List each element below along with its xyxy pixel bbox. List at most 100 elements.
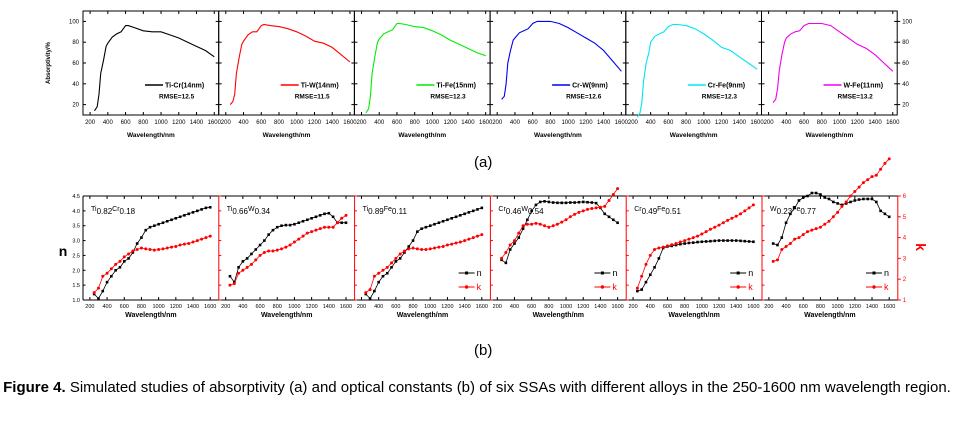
k-point bbox=[204, 236, 208, 240]
x-tick-label: 200 bbox=[628, 120, 639, 126]
n-point bbox=[806, 194, 809, 198]
k-point bbox=[831, 215, 835, 219]
k-point bbox=[870, 175, 874, 179]
k-point bbox=[340, 216, 344, 220]
panel-title-part: 0.11 bbox=[392, 207, 408, 216]
x-tick-label: 1000 bbox=[560, 304, 572, 310]
k-point bbox=[849, 194, 853, 198]
panel-title-part: 0.51 bbox=[665, 207, 681, 216]
n-point bbox=[157, 222, 160, 226]
n-point bbox=[862, 197, 865, 201]
n-point bbox=[344, 221, 348, 225]
n-point bbox=[819, 193, 822, 196]
x-tick-label: 1000 bbox=[561, 120, 575, 126]
k-point bbox=[840, 204, 844, 208]
n-point bbox=[607, 215, 611, 219]
k-point bbox=[411, 246, 415, 250]
k-point bbox=[644, 262, 648, 266]
x-axis-label: Wavelength/nm bbox=[534, 132, 582, 139]
x-tick-label: 1200 bbox=[577, 304, 589, 310]
n-point bbox=[679, 242, 682, 246]
x-tick-label: 600 bbox=[663, 304, 672, 310]
k-point bbox=[249, 262, 253, 266]
k-point bbox=[368, 288, 372, 292]
x-tick-label: 600 bbox=[255, 304, 264, 310]
k-point bbox=[568, 215, 572, 219]
n-point bbox=[776, 243, 779, 247]
n-point bbox=[704, 240, 708, 243]
k-point bbox=[844, 200, 848, 204]
k-point bbox=[471, 236, 475, 240]
x-tick-label: 1600 bbox=[476, 304, 488, 310]
y-tick-label: 20 bbox=[72, 103, 79, 109]
x-tick-label: 1400 bbox=[190, 120, 204, 126]
x-tick-label: 800 bbox=[408, 304, 417, 310]
x-tick-label: 1000 bbox=[290, 120, 304, 126]
x-tick-label: 200 bbox=[764, 120, 775, 126]
k-point bbox=[428, 247, 432, 251]
n-point bbox=[433, 222, 436, 226]
y-tick-label: 100 bbox=[69, 19, 80, 25]
k-point bbox=[879, 167, 883, 171]
n-point bbox=[832, 200, 835, 204]
k-point bbox=[670, 243, 674, 247]
panel-title-part: W bbox=[521, 206, 528, 213]
x-tick-label: 800 bbox=[273, 304, 282, 310]
optical-constants-chart: 200 400 600 800 1000 1200 1400 1600Wavelength/n… bbox=[59, 157, 929, 319]
n-point bbox=[556, 201, 559, 205]
x-tick-label: 200 bbox=[357, 304, 366, 310]
legend-k-marker bbox=[736, 285, 740, 289]
n-point bbox=[517, 236, 521, 239]
k-point bbox=[866, 178, 870, 182]
n-point bbox=[170, 218, 173, 222]
right-y-tick-label: 40 bbox=[902, 82, 909, 88]
n-point bbox=[122, 260, 126, 263]
x-axis-label: Wavelength/nm bbox=[670, 132, 718, 139]
panel-label-b: (b) bbox=[474, 342, 493, 359]
k-point bbox=[139, 246, 143, 250]
x-tick-label: 1400 bbox=[323, 304, 335, 310]
n-point bbox=[547, 200, 551, 204]
k-point bbox=[262, 250, 266, 254]
n-point bbox=[700, 240, 704, 244]
x-tick-label: 1200 bbox=[851, 120, 865, 126]
x-tick-label: 400 bbox=[510, 304, 519, 310]
k-point bbox=[232, 282, 236, 286]
n-point bbox=[508, 248, 512, 251]
k-tick-label: 5 bbox=[903, 215, 907, 221]
n-point bbox=[381, 274, 385, 278]
n-point bbox=[573, 201, 576, 204]
x-tick-label: 1200 bbox=[579, 120, 593, 126]
k-point bbox=[683, 239, 687, 243]
legend-label: Ti-Fe(15nm) bbox=[436, 83, 476, 90]
panel-title-part: 0.66 bbox=[232, 207, 248, 216]
k-point bbox=[806, 230, 810, 234]
x-tick-label: 800 bbox=[544, 304, 553, 310]
right-y-tick-label: 60 bbox=[902, 61, 909, 67]
k-point bbox=[551, 224, 555, 228]
k-point bbox=[297, 237, 301, 241]
x-tick-label: 600 bbox=[120, 304, 129, 310]
n-point bbox=[306, 218, 309, 222]
x-tick-label: 1200 bbox=[172, 120, 186, 126]
k-point bbox=[594, 206, 598, 210]
k-point bbox=[182, 242, 186, 246]
panel-title-part: Ti bbox=[227, 206, 233, 213]
x-tick-label: 1400 bbox=[594, 304, 606, 310]
n-tick-label: 3.0 bbox=[72, 239, 80, 245]
y-tick-label: 80 bbox=[72, 40, 79, 46]
x-tick-label: 1600 bbox=[340, 304, 352, 310]
legend-k-marker bbox=[872, 285, 876, 289]
n-tick-label: 4.0 bbox=[72, 209, 80, 215]
k-point bbox=[187, 242, 191, 246]
y-tick-label: 60 bbox=[72, 61, 79, 67]
n-point bbox=[586, 200, 589, 204]
k-point bbox=[476, 234, 480, 238]
x-tick-label: 400 bbox=[510, 120, 521, 126]
n-point bbox=[743, 239, 747, 243]
legend-k-label: k bbox=[612, 282, 617, 292]
n-point bbox=[476, 208, 479, 211]
x-tick-label: 1000 bbox=[153, 304, 165, 310]
k-point bbox=[836, 210, 840, 214]
x-tick-label: 1200 bbox=[170, 304, 182, 310]
